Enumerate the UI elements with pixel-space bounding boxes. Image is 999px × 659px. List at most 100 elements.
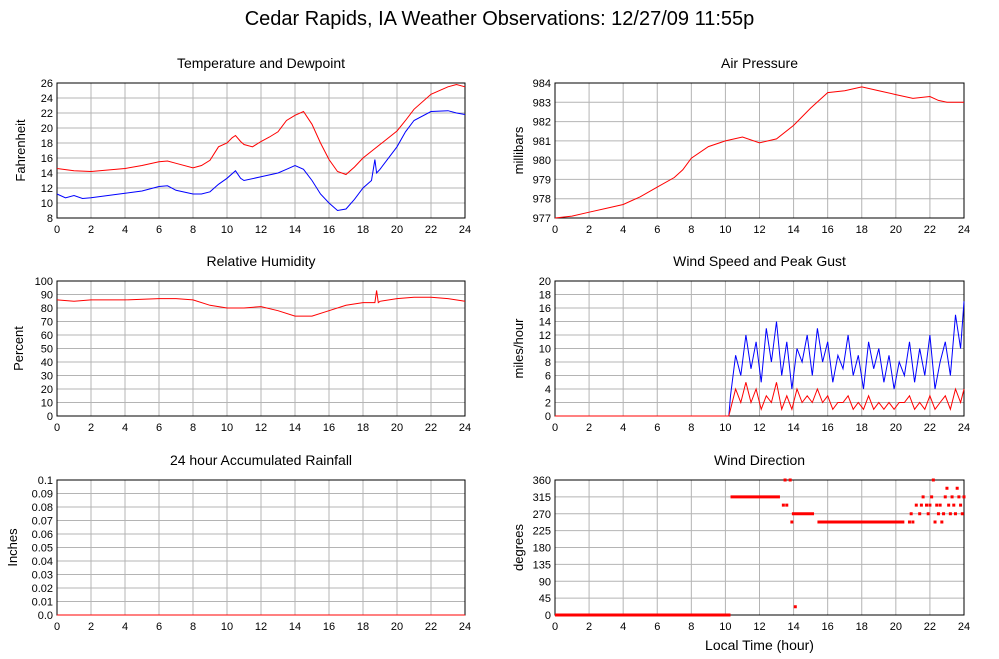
chart-direction-xtick-label: 16 — [822, 621, 834, 633]
chart-rain-ytick-label: 0.0 — [38, 610, 53, 622]
chart-rain-xtick-label: 4 — [122, 621, 128, 633]
chart-direction-point — [935, 503, 939, 507]
chart-direction-point — [931, 478, 935, 482]
chart-direction-frame — [554, 479, 965, 616]
chart-direction-point — [926, 512, 930, 516]
chart-direction-xtick-label: 12 — [753, 621, 765, 633]
chart-direction-ytick-label: 135 — [533, 559, 551, 571]
chart-pressure-frame — [554, 82, 965, 219]
chart-wind-ylabel: miles/hour — [511, 318, 526, 379]
chart-direction-point — [783, 478, 787, 482]
chart-direction-point — [947, 503, 951, 507]
chart-rain-xtick-label: 8 — [190, 621, 196, 633]
chart-temp-xtick-label: 8 — [190, 224, 196, 236]
chart-wind-xtick-label: 2 — [586, 422, 592, 434]
chart-temp-ytick-label: 22 — [41, 108, 53, 120]
chart-pressure-xtick-label: 10 — [719, 224, 731, 236]
chart-rain-xtick-label: 14 — [289, 621, 301, 633]
chart-temp-series-1-line — [56, 110, 466, 212]
chart-humidity-ytick-label: 0 — [47, 411, 53, 423]
chart-pressure-ylabel: millibars — [511, 126, 526, 174]
chart-direction-point — [793, 605, 797, 609]
chart-direction-point — [957, 495, 961, 499]
chart-direction-point — [942, 512, 946, 516]
chart-humidity-xtick-label: 16 — [323, 422, 335, 434]
chart-rain-ytick-label: 0.02 — [32, 583, 53, 595]
chart-direction-point — [960, 512, 964, 516]
chart-temp-ylabel: Fahrenheit — [13, 119, 28, 182]
chart-temp-ytick-label: 16 — [41, 153, 53, 165]
chart-direction-point — [781, 503, 785, 507]
chart-humidity-xtick-label: 12 — [255, 422, 267, 434]
chart-temp-xtick-label: 24 — [459, 224, 471, 236]
page-title: Cedar Rapids, IA Weather Observations: 1… — [244, 8, 755, 30]
chart-temp-xtick-label: 16 — [323, 224, 335, 236]
chart-direction-point — [790, 520, 794, 524]
chart-direction-point — [940, 520, 944, 524]
chart-wind-frame — [554, 280, 965, 417]
chart-direction-xtick-label: 20 — [890, 621, 902, 633]
chart-temp-ytick-label: 12 — [41, 183, 53, 195]
chart-wind-xtick-label: 20 — [890, 422, 902, 434]
chart-direction-point — [953, 512, 957, 516]
chart-wind-ytick-label: 16 — [539, 303, 551, 315]
chart-rain-xtick-label: 16 — [323, 621, 335, 633]
chart-direction-point — [921, 495, 925, 499]
chart-wind-xtick-label: 16 — [822, 422, 834, 434]
chart-direction-ytick-label: 90 — [539, 576, 551, 588]
chart-rain-xtick-label: 6 — [156, 621, 162, 633]
chart-temp-ytick-label: 20 — [41, 123, 53, 135]
chart-humidity-xtick-label: 4 — [122, 422, 128, 434]
chart-rain-ytick-label: 0.05 — [32, 543, 53, 555]
chart-direction-ytick-label: 180 — [533, 543, 551, 555]
chart-direction-xtick-label: 22 — [924, 621, 936, 633]
chart-rain-xtick-label: 2 — [88, 621, 94, 633]
chart-direction-point — [943, 495, 947, 499]
chart-temp-ytick-label: 24 — [41, 93, 53, 105]
chart-humidity-xtick-label: 0 — [54, 422, 60, 434]
chart-temp-xtick-label: 18 — [357, 224, 369, 236]
chart-wind-xtick-label: 14 — [787, 422, 799, 434]
chart-rain-ytick-label: 0.09 — [32, 489, 53, 501]
chart-wind-xtick-label: 18 — [856, 422, 868, 434]
chart-rain-ytick-label: 0.06 — [32, 529, 53, 541]
chart-humidity-xtick-label: 20 — [391, 422, 403, 434]
chart-pressure-xtick-label: 24 — [958, 224, 970, 236]
chart-direction-point — [930, 495, 934, 499]
chart-pressure-ytick-label: 983 — [533, 97, 551, 109]
chart-direction-ytick-label: 270 — [533, 509, 551, 521]
chart-temp-title: Temperature and Dewpoint — [177, 55, 345, 71]
chart-direction-xtick-label: 8 — [688, 621, 694, 633]
chart-humidity-series-0-line — [56, 290, 466, 317]
chart-direction-point — [911, 520, 915, 524]
chart-pressure-ytick-label: 978 — [533, 194, 551, 206]
chart-wind-ytick-label: 20 — [539, 276, 551, 288]
chart-direction-xtick-label: 14 — [787, 621, 799, 633]
chart-direction-xtick-label: 6 — [654, 621, 660, 633]
chart-pressure-xtick-label: 12 — [753, 224, 765, 236]
chart-rain-ytick-label: 0.01 — [32, 597, 53, 609]
chart-direction-xtick-label: 24 — [958, 621, 970, 633]
chart-pressure-xtick-label: 18 — [856, 224, 868, 236]
chart-direction-ylabel: degrees — [511, 524, 526, 571]
chart-direction-point — [955, 486, 959, 490]
chart-direction-point — [959, 503, 963, 507]
chart-direction-xlabel: Local Time (hour) — [705, 637, 814, 653]
chart-rain-xtick-label: 22 — [425, 621, 437, 633]
chart-pressure-title: Air Pressure — [721, 55, 798, 71]
chart-rain-xtick-label: 0 — [54, 621, 60, 633]
chart-wind-xtick-label: 0 — [552, 422, 558, 434]
chart-humidity-ytick-label: 100 — [35, 276, 53, 288]
chart-wind-ytick-label: 12 — [539, 330, 551, 342]
chart-temp-frame — [56, 82, 466, 219]
chart-temp-ytick-label: 18 — [41, 138, 53, 150]
chart-pressure-xtick-label: 22 — [924, 224, 936, 236]
chart-wind-ytick-label: 14 — [539, 317, 551, 329]
chart-direction-point — [952, 503, 956, 507]
chart-pressure-xtick-label: 6 — [654, 224, 660, 236]
chart-direction-ytick-label: 45 — [539, 593, 551, 605]
chart-temp-ytick-label: 10 — [41, 198, 53, 210]
chart-direction-point — [936, 512, 940, 516]
chart-direction-ytick-label: 360 — [533, 475, 551, 487]
chart-direction-xtick-label: 18 — [856, 621, 868, 633]
